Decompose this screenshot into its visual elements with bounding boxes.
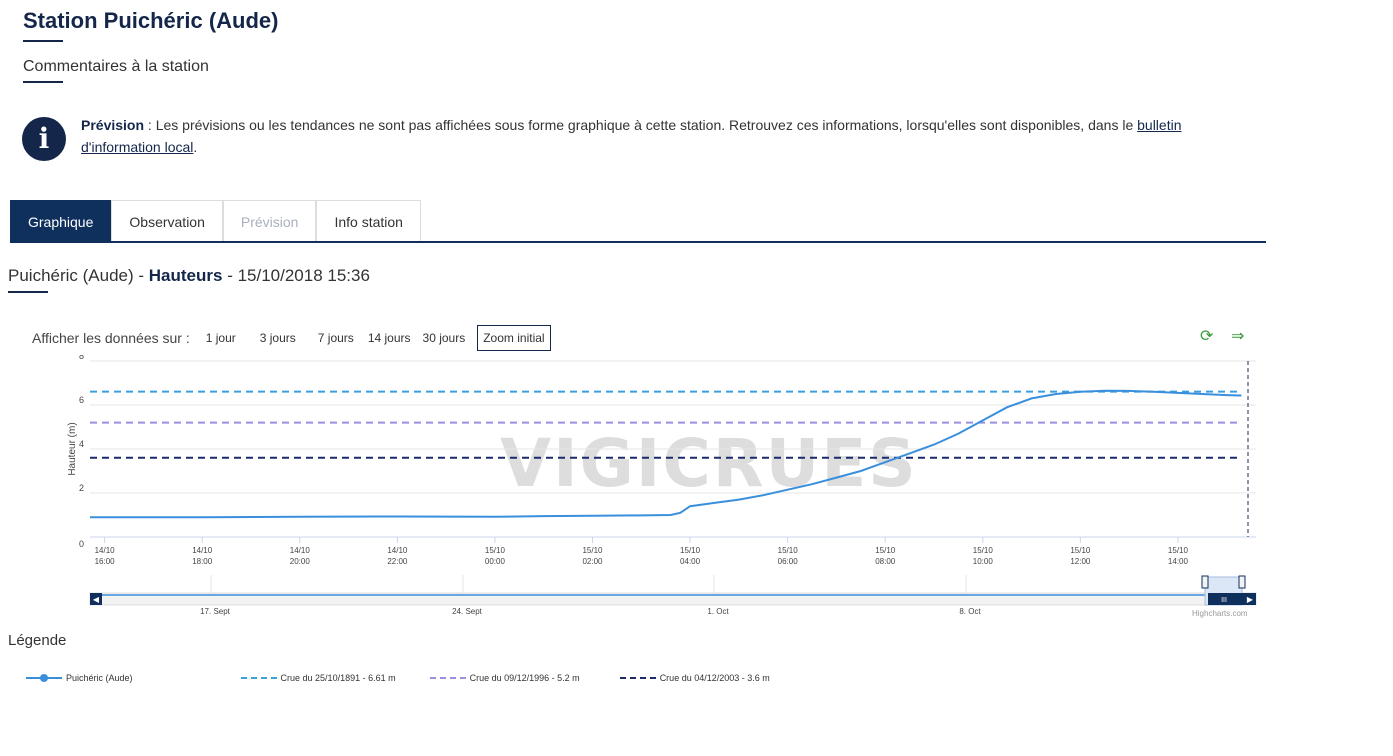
navigator-scrollbar-thumb — [1208, 593, 1256, 605]
legend-crue-2003-line — [619, 677, 656, 679]
x-tick-label: 22:00 — [387, 557, 408, 566]
x-tick-label: 15/10 — [875, 546, 896, 555]
chart-title-underline — [8, 291, 48, 293]
range-label: Afficher les données sur : — [32, 330, 190, 346]
page-title: Station Puichéric (Aude) — [23, 8, 279, 33]
y-tick-label: 4 — [79, 439, 84, 449]
info-icon: i — [22, 117, 66, 161]
range-30-days-button[interactable]: 30 jours — [422, 331, 466, 345]
refresh-icon[interactable]: ⟳ — [1200, 328, 1214, 345]
navigator-handle-right — [1238, 575, 1246, 589]
range-selector: Afficher les données sur : 1 jour 3 jour… — [32, 324, 551, 352]
highcharts-credits[interactable]: Highcharts.com — [1192, 609, 1248, 618]
navigator-left-arrow: ◀ — [93, 595, 100, 604]
navigator-label: 8. Oct — [959, 607, 981, 616]
tab-info-station[interactable]: Info station — [316, 200, 421, 241]
legend-title: Légende — [8, 632, 67, 649]
navigator-label: 1. Oct — [707, 607, 729, 616]
x-tick-label: 15/10 — [778, 546, 799, 555]
forecast-notice: Prévision : Les prévisions ou les tendan… — [81, 114, 1231, 158]
chart-station: Puichéric (Aude) — [8, 266, 134, 285]
x-tick-label: 14/10 — [387, 546, 408, 555]
x-tick-label: 20:00 — [290, 557, 311, 566]
legend-item-crue-1996[interactable]: Crue du 09/12/1996 - 5.2 m — [429, 673, 580, 683]
range-1-day-button[interactable]: 1 jour — [205, 331, 236, 345]
x-tick-label: 00:00 — [485, 557, 506, 566]
tab-underline — [10, 241, 1266, 243]
navigator-right-arrow: ▶ — [1247, 595, 1254, 604]
x-tick-label: 12:00 — [1070, 557, 1091, 566]
legend-crue-1996-label: Crue du 09/12/1996 - 5.2 m — [469, 673, 580, 683]
legend-series-line — [26, 674, 62, 682]
range-3-days-button[interactable]: 3 jours — [259, 331, 296, 345]
x-tick-label: 02:00 — [582, 557, 603, 566]
tab-prevision: Prévision — [222, 200, 317, 241]
navigator-label: 24. Sept — [452, 607, 483, 616]
chart-sep1: - — [133, 266, 149, 285]
chart-title: Puichéric (Aude) - Hauteurs - 15/10/2018… — [8, 266, 370, 286]
x-tick-label: 18:00 — [192, 557, 213, 566]
legend-crue-1891-line — [240, 677, 277, 679]
y-tick-label: 0 — [79, 539, 84, 549]
x-tick-label: 15/10 — [485, 546, 506, 555]
range-7-days-button[interactable]: 7 jours — [317, 331, 354, 345]
station-comments-link[interactable]: Commentaires à la station — [23, 58, 209, 75]
navigator-handle-left — [1201, 575, 1209, 589]
x-tick-label: 14/10 — [192, 546, 213, 555]
title-underline — [23, 40, 63, 42]
x-tick-label: 15/10 — [1168, 546, 1189, 555]
range-14-days-button[interactable]: 14 jours — [367, 331, 411, 345]
tab-bar: Graphique Observation Prévision Info sta… — [10, 200, 421, 242]
x-tick-label: 16:00 — [95, 557, 116, 566]
water-level-chart: 0 2 4 6 8 Hauteur (m) 14/10 16:00 14/10 18:00 14/1… — [67, 355, 1257, 616]
x-tick-label: 10:00 — [973, 557, 994, 566]
legend-item-crue-2003[interactable]: Crue du 04/12/2003 - 3.6 m — [619, 673, 770, 683]
forecast-text: : Les prévisions ou les tendances ne son… — [144, 117, 1138, 133]
tab-observation[interactable]: Observation — [111, 200, 223, 241]
navigator-left-button — [90, 593, 102, 605]
y-tick-label: 6 — [79, 395, 84, 405]
x-tick-label: 14/10 — [95, 546, 116, 555]
x-tick-label: 14:00 — [1168, 557, 1189, 566]
legend-crue-2003-label: Crue du 04/12/2003 - 3.6 m — [659, 673, 770, 683]
x-tick-label: 15/10 — [1070, 546, 1091, 555]
legend-crue-1891-label: Crue du 25/10/1891 - 6.61 m — [280, 673, 396, 683]
x-tick-label: 15/10 — [582, 546, 603, 555]
chart-legend: Puichéric (Aude) Crue du 25/10/1891 - 6.… — [26, 671, 806, 685]
legend-crue-1996-line — [429, 677, 466, 679]
chart-measure: Hauteurs — [148, 266, 223, 285]
navigator-grip: III — [1221, 597, 1227, 604]
navigator-label: 17. Sept — [200, 607, 231, 616]
x-tick-label: 14/10 — [290, 546, 311, 555]
x-tick-label: 15/10 — [973, 546, 994, 555]
x-tick-label: 15/10 — [680, 546, 701, 555]
x-tick-label: 04:00 — [680, 557, 701, 566]
y-axis-label: Hauteur (m) — [67, 422, 78, 475]
tab-graphique[interactable]: Graphique — [10, 200, 112, 241]
x-tick-label: 06:00 — [778, 557, 799, 566]
legend-item-series[interactable]: Puichéric (Aude) — [26, 673, 133, 683]
arrow-right-icon[interactable]: ⇒ — [1231, 328, 1245, 345]
subtitle-underline — [23, 81, 63, 83]
local-bulletin-link[interactable]: bulletin d'information local — [81, 117, 1182, 155]
legend-item-crue-1891[interactable]: Crue du 25/10/1891 - 6.61 m — [240, 673, 396, 683]
vigicrues-watermark: VIGICRUES — [500, 425, 918, 502]
legend-series-label: Puichéric (Aude) — [66, 673, 133, 683]
forecast-label: Prévision — [81, 117, 145, 133]
series-line — [90, 389, 1242, 519]
y-tick-label: 8 — [79, 355, 84, 361]
zoom-initial-button[interactable]: Zoom initial — [477, 325, 551, 351]
chart-datetime: 15/10/2018 15:36 — [237, 266, 370, 285]
chart-sep2: - — [222, 266, 238, 285]
x-tick-label: 08:00 — [875, 557, 896, 566]
y-tick-label: 2 — [79, 483, 84, 493]
forecast-end: . — [193, 139, 198, 155]
